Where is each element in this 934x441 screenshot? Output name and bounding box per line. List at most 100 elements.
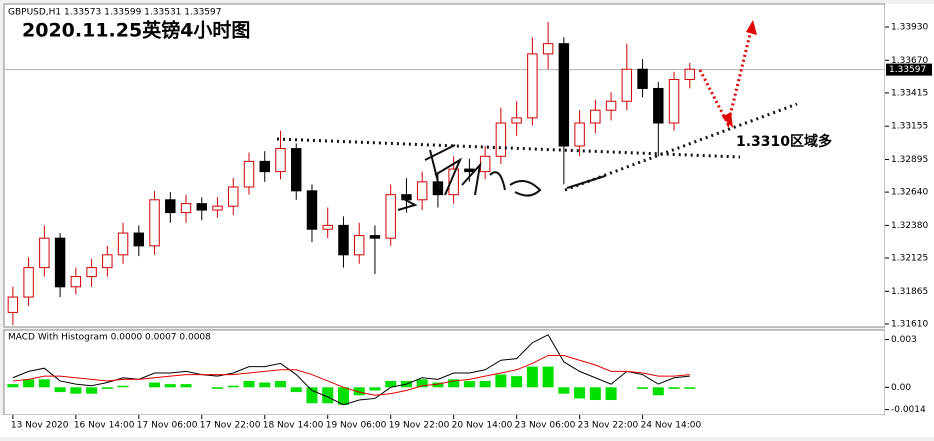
histogram-bar	[479, 380, 491, 388]
histogram-bar	[637, 387, 649, 389]
candle-body	[133, 232, 145, 247]
candle-body	[23, 267, 34, 298]
candle-body	[243, 160, 255, 188]
x-tick-label: 18 Nov 14:00	[263, 421, 324, 431]
candle-body	[291, 148, 302, 192]
histogram-bar	[589, 387, 601, 401]
candle-body	[416, 181, 428, 201]
arrow-head	[746, 20, 757, 35]
x-tick-label: 20 Nov 14:00	[452, 421, 513, 431]
histogram-bar	[558, 387, 570, 394]
histogram-bar	[511, 376, 523, 388]
candle-body	[558, 43, 570, 147]
macd-line	[12, 354, 690, 396]
x-tick-label: 24 Nov 14:00	[641, 421, 702, 431]
y-tick-label: 1.33155	[891, 122, 928, 132]
candle-body	[7, 296, 19, 313]
candle-body	[322, 224, 333, 230]
candle-body	[70, 276, 82, 288]
histogram-bar	[322, 387, 334, 404]
y-tick-label: 1.31865	[891, 287, 928, 297]
y-tick-label: 1.31610	[891, 319, 928, 329]
drawings	[276, 20, 798, 211]
candle-body	[684, 68, 696, 80]
histogram-bar	[495, 374, 507, 388]
candle-body	[369, 235, 381, 239]
plot-layer	[5, 21, 885, 406]
candle-body	[495, 122, 507, 157]
histogram-bar	[369, 387, 381, 391]
candle-body	[212, 205, 223, 211]
candle-body	[637, 68, 648, 89]
y-tick-label: 1.33930	[891, 23, 928, 33]
histogram-bar	[385, 380, 397, 388]
histogram-bar	[101, 387, 113, 389]
main-panel	[3, 3, 886, 328]
candle-body	[385, 194, 396, 239]
macd-title: MACD With Histogram 0.0000 0.0007 0.0008	[8, 333, 211, 343]
candle-body	[86, 267, 97, 278]
candle-body	[479, 155, 491, 173]
histogram-bar	[164, 384, 176, 388]
x-tick-label: 19 Nov 22:00	[389, 421, 450, 431]
x-tick-label: 17 Nov 22:00	[200, 421, 261, 431]
histogram-bar	[605, 387, 617, 401]
x-tick-label: 13 Nov 2020	[11, 421, 69, 431]
candle-body	[653, 87, 664, 124]
arrow-head	[722, 112, 733, 128]
time-axis	[0, 415, 934, 437]
candle-body	[228, 186, 239, 207]
histogram-bar	[149, 382, 161, 388]
histogram-bar	[212, 387, 224, 389]
x-tick-label: 23 Nov 06:00	[515, 421, 576, 431]
candle-body	[39, 237, 50, 269]
x-tick-label: 23 Nov 22:00	[578, 421, 639, 431]
y-tick-label: 1.32640	[891, 188, 928, 198]
histogram-bar	[353, 387, 365, 396]
annotation: 1.3310区域多	[736, 133, 832, 150]
histogram-bar	[274, 380, 287, 388]
histogram-bar	[652, 387, 664, 396]
candle-body	[196, 203, 208, 211]
histogram-bar	[86, 387, 98, 394]
y-tick-label: 1.32895	[891, 155, 928, 165]
candle-body	[621, 68, 633, 102]
y-tick-label: 0.00	[891, 383, 911, 393]
y-tick-label: 1.32125	[891, 254, 928, 264]
candle-body	[511, 117, 522, 124]
candle-body	[605, 100, 617, 111]
candle-body	[338, 224, 349, 256]
candle-body	[448, 168, 459, 196]
histogram-bar	[306, 387, 318, 404]
histogram-bar	[243, 380, 255, 388]
histogram-bar	[7, 384, 19, 388]
histogram-bar	[684, 387, 696, 389]
histogram-bar	[54, 387, 66, 393]
candle-body	[117, 232, 129, 256]
x-tick-label: 16 Nov 14:00	[74, 421, 135, 431]
symbol-header: GBPUSD,H1 1.33573 1.33599 1.33531 1.3359…	[8, 8, 221, 18]
histogram-bar	[448, 379, 460, 388]
candle-body	[275, 148, 286, 173]
histogram-bar	[574, 387, 586, 399]
candle-body	[165, 199, 176, 214]
candle-body	[180, 203, 192, 214]
histogram-bar	[117, 385, 129, 388]
histogram-bar	[259, 382, 271, 388]
chart-title: 2020.11.25英镑4小时图	[22, 19, 250, 42]
y-tick-label: -0.0014	[891, 405, 926, 415]
histogram-bar	[668, 387, 680, 389]
histogram-bar	[416, 379, 428, 388]
histogram-bar	[290, 387, 302, 393]
histogram-bar	[542, 366, 554, 388]
candle-body	[353, 235, 365, 256]
handwriting	[397, 144, 606, 211]
histogram-bar	[432, 382, 444, 388]
histogram-bar	[526, 366, 538, 388]
candle-body	[149, 199, 160, 247]
histogram-bar	[23, 379, 35, 388]
candle-body	[464, 168, 475, 173]
y-tick-label: 1.33670	[891, 56, 928, 66]
